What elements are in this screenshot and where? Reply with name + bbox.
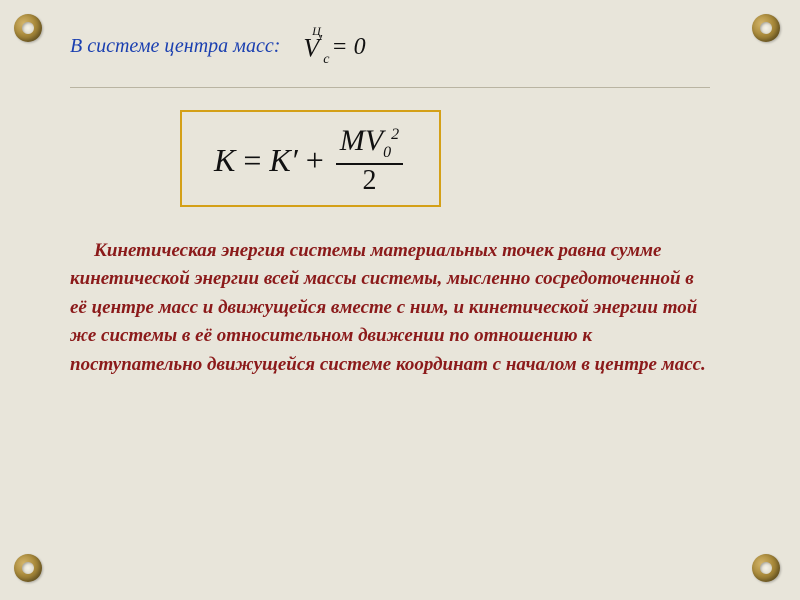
- formula-fraction: MV02 2: [336, 126, 403, 195]
- ring-inner: [22, 562, 34, 574]
- ring-inner: [22, 22, 34, 34]
- fraction-numerator: MV02: [336, 126, 403, 165]
- formula-lhs: K: [214, 142, 235, 179]
- ring-inner: [760, 22, 772, 34]
- equation-vector: V′c: [303, 33, 329, 66]
- equation-rhs: = 0: [331, 32, 365, 63]
- binder-hole-top-right: [752, 14, 788, 50]
- fraction-denominator: 2: [362, 165, 376, 195]
- intro-colon: :: [274, 35, 281, 57]
- divider-line: [70, 87, 710, 88]
- binder-hole-bottom-left: [14, 554, 50, 590]
- ring-inner: [760, 562, 772, 574]
- slide-content: В системе центра масс: Ц V′c = 0 K = K′ …: [70, 28, 750, 379]
- intro-line: В системе центра масс: Ц V′c = 0: [70, 28, 750, 67]
- intro-equation: Ц V′c = 0: [303, 28, 365, 67]
- intro-text: В системе центра масс: [70, 35, 274, 57]
- formula-term1: K′: [269, 142, 297, 179]
- main-formula: K = K′ + MV02 2: [214, 126, 407, 195]
- formula-box: K = K′ + MV02 2: [180, 110, 441, 207]
- body-paragraph: Кинетическая энергия системы материальны…: [70, 237, 710, 380]
- binder-hole-top-left: [14, 14, 50, 50]
- binder-hole-bottom-right: [752, 554, 788, 590]
